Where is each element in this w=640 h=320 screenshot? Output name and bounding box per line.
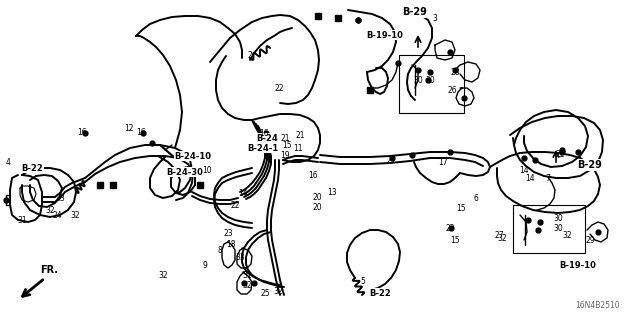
Text: B-24-1: B-24-1 [248, 143, 278, 153]
Text: 14: 14 [238, 188, 248, 197]
Text: 15: 15 [450, 236, 460, 244]
Bar [315, 13, 321, 19]
Bar [513, 205, 585, 253]
Text: 4: 4 [6, 157, 10, 166]
Text: 12: 12 [124, 124, 134, 132]
Text: 32: 32 [158, 270, 168, 279]
Text: 18: 18 [227, 239, 236, 249]
Text: B-22: B-22 [369, 289, 391, 298]
Text: 7: 7 [545, 173, 550, 182]
Text: 16: 16 [77, 127, 87, 137]
Bar [367, 87, 373, 93]
Text: 32: 32 [242, 281, 252, 290]
Text: 23: 23 [223, 228, 233, 237]
Text: 25: 25 [260, 289, 270, 298]
Text: B-22: B-22 [21, 164, 43, 172]
Text: 26: 26 [447, 85, 457, 94]
Text: 6: 6 [474, 194, 479, 203]
Text: 31: 31 [17, 215, 27, 225]
Text: 14: 14 [525, 173, 535, 182]
Text: 22: 22 [556, 149, 564, 158]
Text: 32: 32 [45, 205, 55, 214]
Text: 21: 21 [280, 133, 290, 142]
Text: 17: 17 [438, 157, 448, 166]
Text: 15: 15 [456, 204, 466, 212]
Text: 33: 33 [235, 253, 245, 262]
Text: 16: 16 [308, 171, 318, 180]
Bar [97, 182, 103, 188]
Text: 19: 19 [280, 150, 290, 159]
Text: 30: 30 [553, 213, 563, 222]
Bar [110, 182, 116, 188]
Text: 32: 32 [562, 230, 572, 239]
Text: 30: 30 [553, 223, 563, 233]
Text: 1: 1 [367, 84, 372, 92]
Text: FR.: FR. [40, 265, 58, 275]
Text: B-29: B-29 [577, 160, 602, 170]
Text: 13: 13 [327, 188, 337, 196]
Text: B-24-10: B-24-10 [175, 151, 211, 161]
Text: 9: 9 [203, 260, 207, 269]
Text: B-24-30: B-24-30 [166, 167, 204, 177]
Text: 16: 16 [259, 129, 269, 138]
Text: 29: 29 [585, 236, 595, 244]
Text: 22: 22 [445, 223, 455, 233]
Text: 14: 14 [519, 165, 529, 174]
Text: 31: 31 [242, 270, 252, 279]
Bar [197, 182, 203, 188]
Text: 22: 22 [230, 201, 240, 210]
Text: 32: 32 [273, 287, 283, 297]
Text: 21: 21 [387, 156, 396, 164]
Text: 16N4B2510: 16N4B2510 [575, 301, 620, 310]
Text: 20: 20 [312, 203, 322, 212]
Text: B-19-10: B-19-10 [559, 260, 596, 269]
Bar [335, 15, 341, 21]
Bar [399, 55, 464, 113]
Text: 21: 21 [295, 131, 305, 140]
Text: 5: 5 [360, 277, 365, 286]
Text: 24: 24 [52, 211, 62, 220]
Text: B-24: B-24 [256, 133, 278, 142]
Text: 10: 10 [202, 165, 212, 174]
Text: 22: 22 [275, 84, 284, 92]
Text: 30: 30 [425, 76, 435, 84]
Text: 27: 27 [494, 230, 504, 239]
Text: 32: 32 [70, 211, 80, 220]
Text: 16: 16 [136, 127, 146, 137]
Text: 3: 3 [433, 13, 437, 22]
Text: 30: 30 [413, 76, 423, 84]
Text: 11: 11 [293, 143, 303, 153]
Text: 8: 8 [218, 245, 222, 254]
Text: B-19-10: B-19-10 [367, 30, 403, 39]
Text: 32: 32 [497, 234, 507, 243]
Text: B-29: B-29 [403, 7, 428, 17]
Text: 33: 33 [55, 194, 65, 203]
Text: 28: 28 [451, 68, 460, 76]
Text: 20: 20 [312, 193, 322, 202]
Text: 15: 15 [282, 140, 292, 149]
Text: 2: 2 [248, 51, 252, 60]
